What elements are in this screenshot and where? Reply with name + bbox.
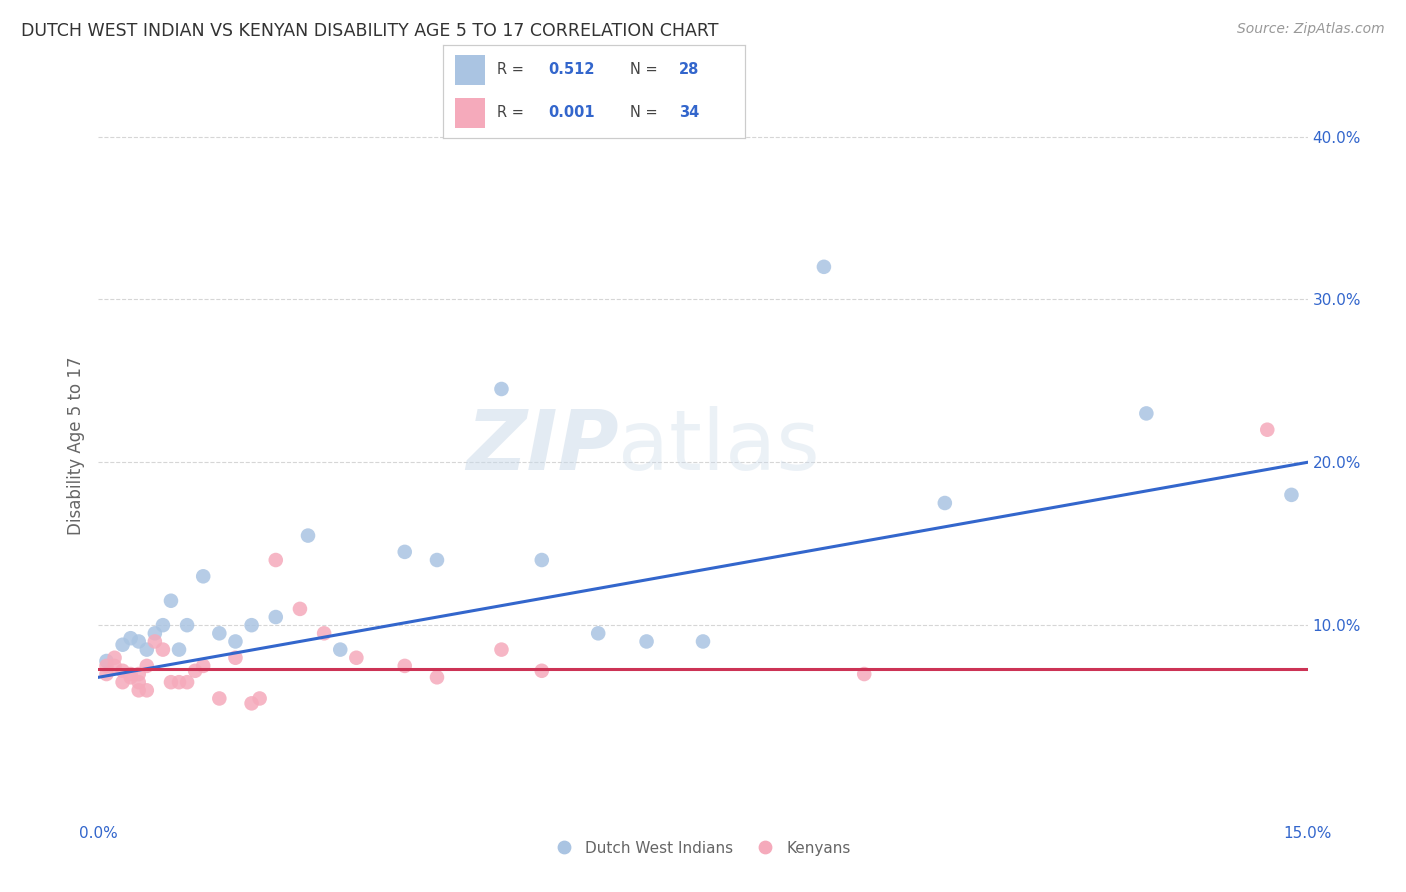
Point	[224, 634, 246, 648]
Point	[128, 667, 150, 681]
Point	[426, 670, 449, 684]
Point	[426, 553, 449, 567]
Point	[103, 650, 125, 665]
Point	[530, 664, 553, 678]
Point	[96, 654, 118, 668]
Point	[176, 675, 198, 690]
Point	[160, 593, 183, 607]
Text: Source: ZipAtlas.com: Source: ZipAtlas.com	[1237, 22, 1385, 37]
Point	[135, 659, 157, 673]
Point	[120, 631, 142, 645]
Point	[586, 626, 609, 640]
Point	[329, 642, 352, 657]
Point	[249, 691, 271, 706]
Point	[193, 569, 215, 583]
Text: ZIP: ZIP	[465, 406, 619, 486]
Point	[96, 667, 118, 681]
Point	[193, 659, 215, 673]
Point	[128, 634, 150, 648]
Point	[167, 675, 190, 690]
Text: R =: R =	[498, 62, 529, 78]
Point	[314, 626, 336, 640]
Text: N =: N =	[630, 105, 662, 120]
Point	[1135, 406, 1157, 420]
Point	[813, 260, 835, 274]
Point	[143, 634, 166, 648]
Text: atlas: atlas	[619, 406, 820, 486]
Point	[152, 618, 174, 632]
Point	[120, 670, 142, 684]
Point	[128, 675, 150, 690]
Point	[152, 642, 174, 657]
Y-axis label: Disability Age 5 to 17: Disability Age 5 to 17	[66, 357, 84, 535]
Point	[853, 667, 876, 681]
Point	[491, 642, 513, 657]
Point	[1256, 423, 1278, 437]
Point	[297, 528, 319, 542]
Point	[103, 659, 125, 673]
Text: N =: N =	[630, 62, 662, 78]
Point	[530, 553, 553, 567]
Text: 0.001: 0.001	[548, 105, 595, 120]
Point	[176, 618, 198, 632]
Point	[240, 697, 263, 711]
Point	[135, 683, 157, 698]
Point	[96, 659, 118, 673]
Point	[111, 638, 134, 652]
Point	[111, 664, 134, 678]
Text: R =: R =	[498, 105, 529, 120]
Point	[240, 618, 263, 632]
Point	[934, 496, 956, 510]
Text: 34: 34	[679, 105, 699, 120]
Point	[167, 642, 190, 657]
Legend: Dutch West Indians, Kenyans: Dutch West Indians, Kenyans	[548, 833, 858, 862]
Point	[128, 683, 150, 698]
Point	[394, 545, 416, 559]
Point	[143, 626, 166, 640]
Point	[160, 675, 183, 690]
Point	[344, 650, 367, 665]
Point	[288, 602, 311, 616]
Point	[224, 650, 246, 665]
Bar	[456, 55, 485, 85]
Text: DUTCH WEST INDIAN VS KENYAN DISABILITY AGE 5 TO 17 CORRELATION CHART: DUTCH WEST INDIAN VS KENYAN DISABILITY A…	[21, 22, 718, 40]
Bar	[456, 98, 485, 128]
Point	[120, 667, 142, 681]
Point	[264, 610, 287, 624]
Point	[636, 634, 658, 648]
Point	[1281, 488, 1303, 502]
Point	[692, 634, 714, 648]
Point	[208, 691, 231, 706]
Point	[264, 553, 287, 567]
Point	[135, 642, 157, 657]
Point	[491, 382, 513, 396]
Point	[111, 675, 134, 690]
Point	[184, 664, 207, 678]
Point	[394, 659, 416, 673]
Point	[208, 626, 231, 640]
Text: 0.512: 0.512	[548, 62, 595, 78]
Text: 28: 28	[679, 62, 699, 78]
